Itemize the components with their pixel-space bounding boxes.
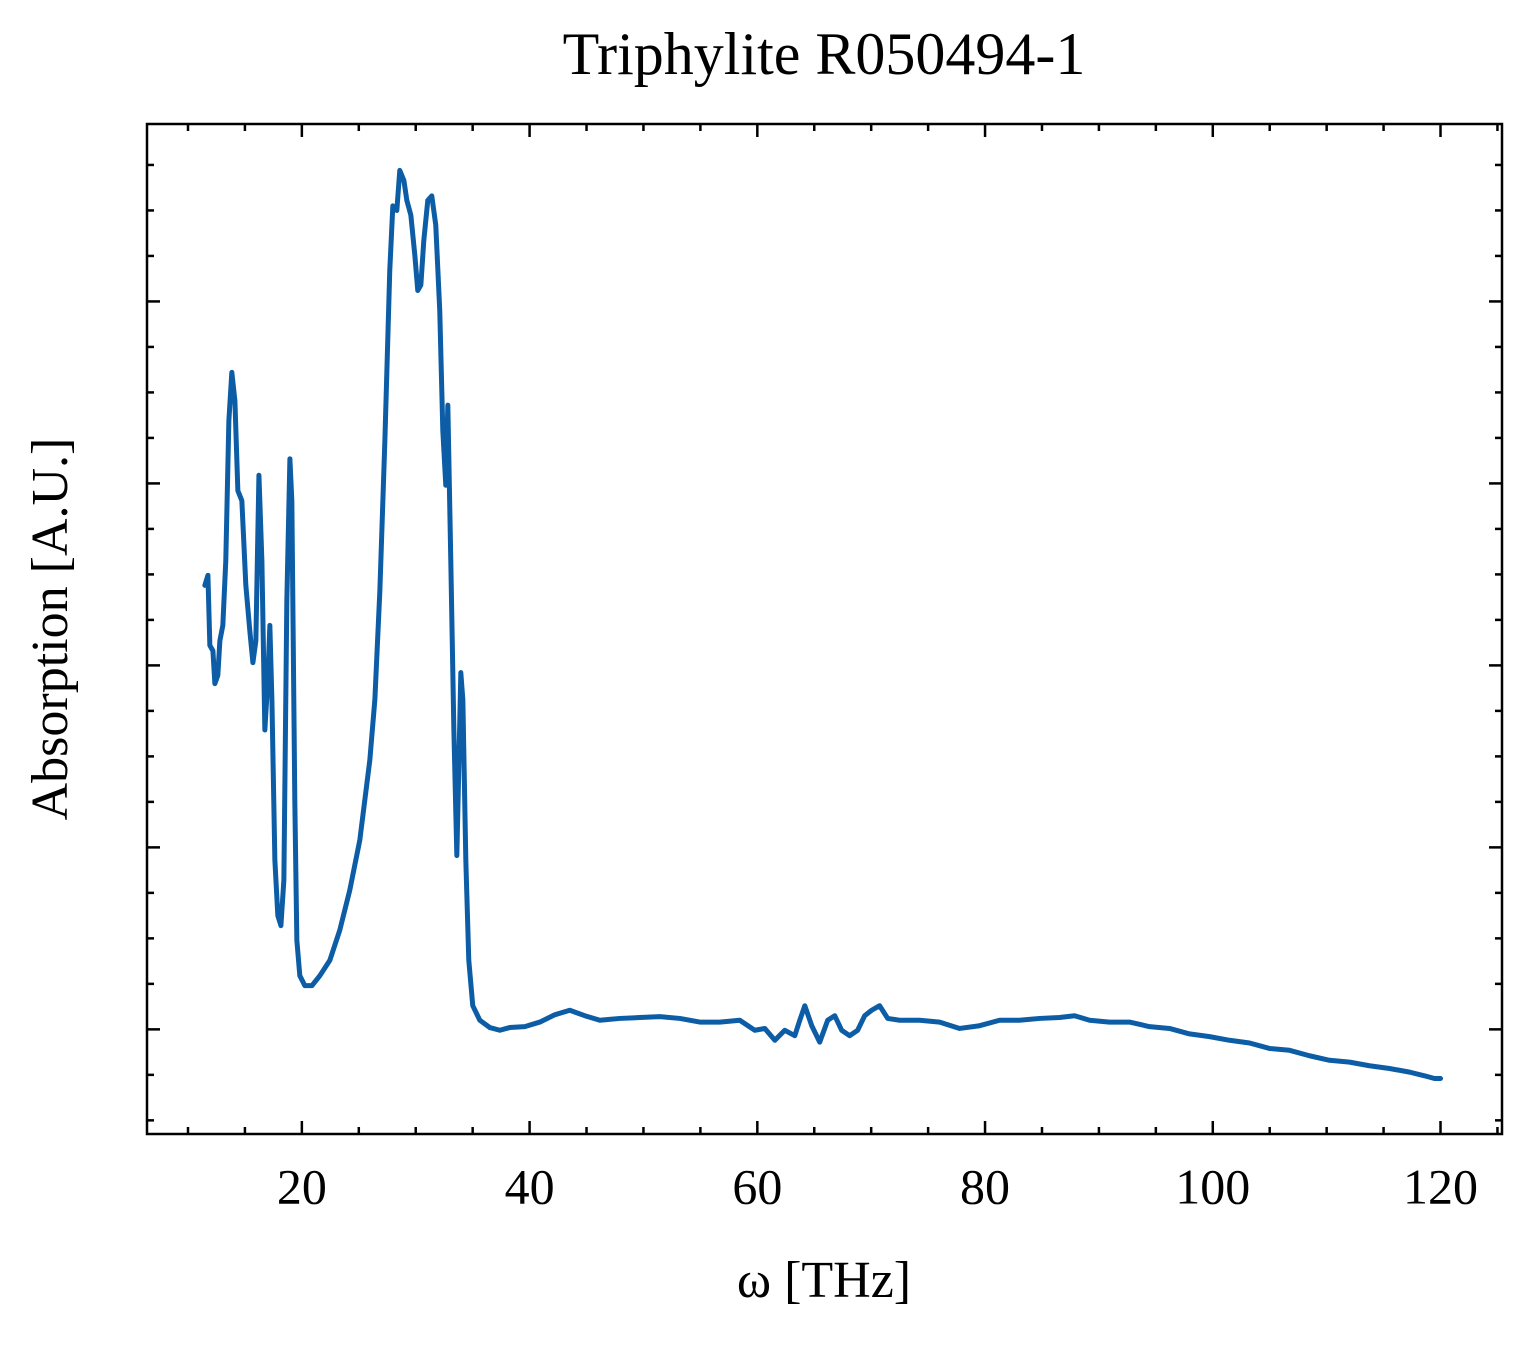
x-tick-label: 60 (732, 1158, 782, 1214)
x-tick-label: 80 (960, 1158, 1010, 1214)
x-tick-label: 120 (1403, 1158, 1478, 1214)
x-axis-label: ω [THz] (737, 1252, 911, 1309)
y-axis-label: Absorption [A.U.] (22, 438, 79, 821)
x-tick-label: 100 (1175, 1158, 1250, 1214)
x-tick-label: 20 (277, 1158, 327, 1214)
x-tick-label: 40 (505, 1158, 555, 1214)
plot-frame (145, 122, 1504, 1136)
data-line (202, 167, 1444, 1081)
chart-title: Triphylite R050494-1 (563, 21, 1086, 87)
